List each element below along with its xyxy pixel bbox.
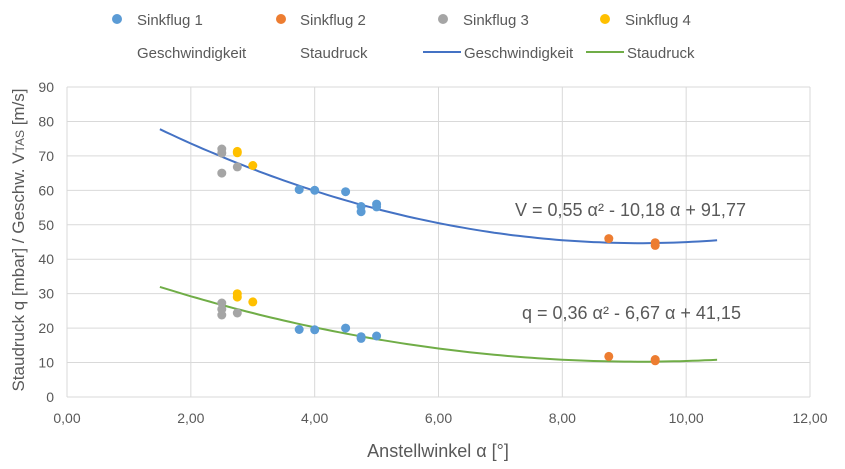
data-point-sinkflug-1 <box>341 323 351 333</box>
y-tick-label: 80 <box>38 113 54 129</box>
data-point-sinkflug-1 <box>310 325 320 335</box>
x-axis-title: Anstellwinkel α [°] <box>367 441 509 461</box>
data-point-sinkflug-1 <box>294 185 304 195</box>
y-tick-label: 10 <box>38 355 54 371</box>
axis-ticks: 0 10 20 30 40 50 60 70 80 90 0,00 2,00 4,00 6,00 8,00 1… <box>38 79 827 426</box>
data-point-sinkflug-1 <box>341 187 351 197</box>
legend-label-staudruck-points: Staudruck <box>300 45 368 62</box>
data-point-sinkflug-3 <box>217 310 227 320</box>
data-point-sinkflug-1 <box>356 333 366 343</box>
data-point-sinkflug-4 <box>248 297 258 307</box>
data-point-sinkflug-3 <box>217 168 227 178</box>
legend-label-geschwindigkeit-trend: Geschwindigkeit <box>464 45 574 62</box>
x-tick-label: 12,00 <box>792 410 827 426</box>
data-point-sinkflug-1 <box>356 207 366 217</box>
x-tick-label: 2,00 <box>177 410 204 426</box>
data-point-sinkflug-3 <box>217 298 227 308</box>
legend-label-staudruck-trend: Staudruck <box>627 45 695 62</box>
velocity-equation: V = 0,55 α² - 10,18 α + 91,77 <box>515 200 746 220</box>
data-point-sinkflug-3 <box>232 308 242 318</box>
data-point-sinkflug-1 <box>372 202 382 212</box>
y-tick-label: 70 <box>38 148 54 164</box>
x-tick-label: 10,00 <box>669 410 704 426</box>
data-points <box>217 144 660 366</box>
legend-marker-sinkflug-4 <box>600 14 610 24</box>
data-point-sinkflug-4 <box>232 148 242 158</box>
y-tick-label: 50 <box>38 217 54 233</box>
data-point-sinkflug-1 <box>372 331 382 341</box>
y-axis-title: Staudruck q [mbar] / Geschw. VTAS [m/s] <box>9 88 28 391</box>
legend-label-sinkflug-1: Sinkflug 1 <box>137 12 203 29</box>
data-point-sinkflug-2 <box>650 240 660 250</box>
y-tick-label: 40 <box>38 251 54 267</box>
data-point-sinkflug-1 <box>294 325 304 334</box>
data-point-sinkflug-2 <box>650 356 660 366</box>
data-point-sinkflug-1 <box>310 185 320 195</box>
x-tick-label: 6,00 <box>425 410 452 426</box>
data-point-sinkflug-3 <box>232 162 242 172</box>
data-point-sinkflug-4 <box>248 161 258 170</box>
y-tick-label: 0 <box>46 389 54 405</box>
legend-label-sinkflug-3: Sinkflug 3 <box>463 12 529 29</box>
legend-marker-sinkflug-2 <box>276 14 286 24</box>
y-tick-label: 30 <box>38 286 54 302</box>
y-tick-label: 20 <box>38 320 54 336</box>
legend-label-sinkflug-2: Sinkflug 2 <box>300 12 366 29</box>
data-point-sinkflug-2 <box>604 351 614 361</box>
y-tick-label: 60 <box>38 182 54 198</box>
legend-label-geschwindigkeit-points: Geschwindigkeit <box>137 45 247 62</box>
data-point-sinkflug-4 <box>232 292 242 302</box>
data-point-sinkflug-2 <box>604 234 614 244</box>
legend-marker-sinkflug-3 <box>438 14 448 24</box>
y-tick-label: 90 <box>38 79 54 95</box>
trendline-staudruck <box>159 285 718 363</box>
pressure-equation: q = 0,36 α² - 6,67 α + 41,15 <box>522 303 741 323</box>
data-point-sinkflug-3 <box>217 148 227 158</box>
legend-marker-sinkflug-1 <box>112 14 122 24</box>
x-tick-label: 4,00 <box>301 410 328 426</box>
x-tick-label: 0,00 <box>53 410 80 426</box>
x-tick-label: 8,00 <box>549 410 576 426</box>
legend-label-sinkflug-4: Sinkflug 4 <box>625 12 691 29</box>
gridlines <box>66 86 811 398</box>
